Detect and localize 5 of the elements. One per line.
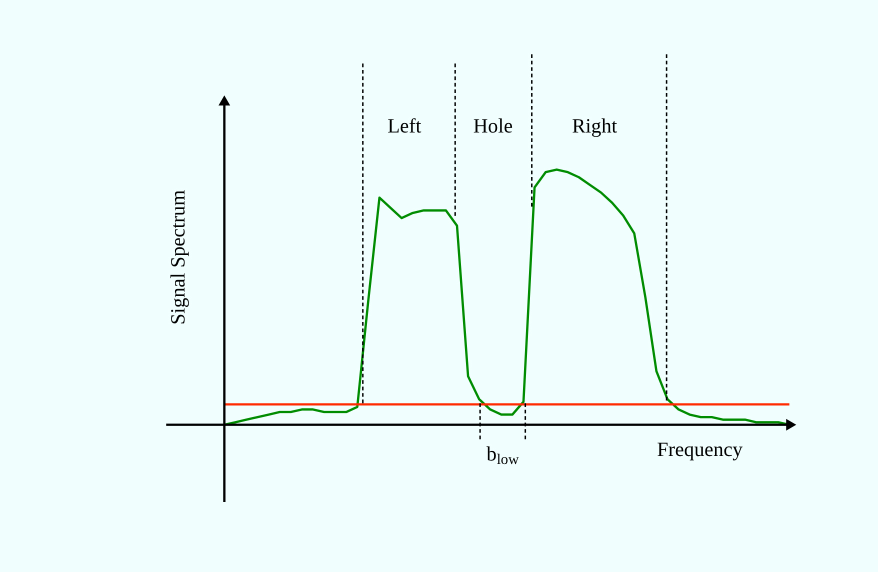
text: Left [387,116,422,138]
text: Hole [473,116,513,138]
text: Right [572,116,618,138]
y-axis-title: Signal Spectrum [168,190,190,325]
x-axis-title: Frequency [656,438,744,461]
